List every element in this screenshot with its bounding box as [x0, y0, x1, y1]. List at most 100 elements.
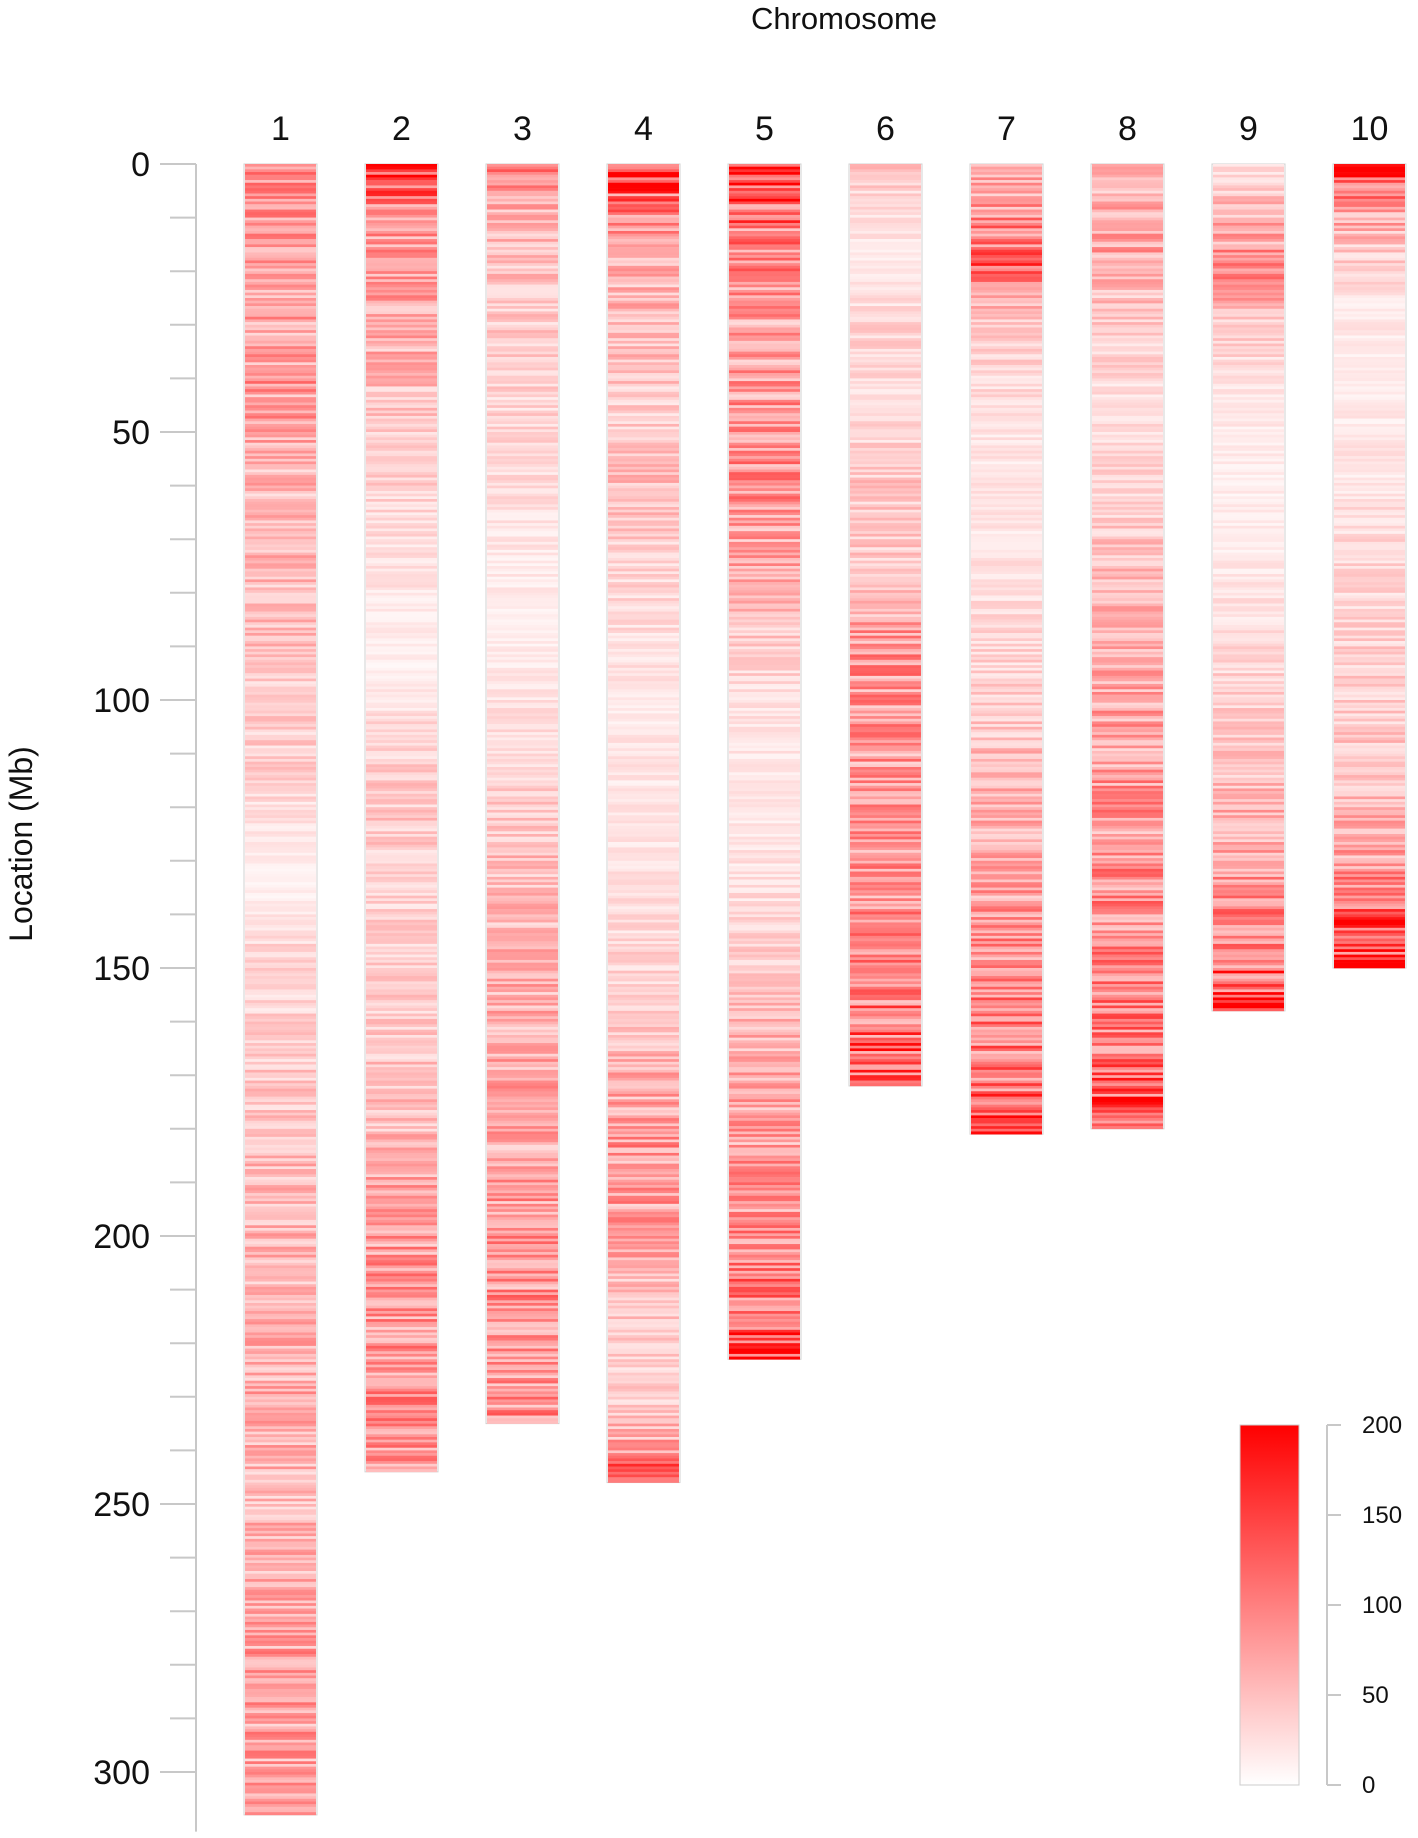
density-bin — [1213, 555, 1284, 559]
density-bin — [608, 611, 679, 615]
density-bin — [487, 557, 558, 561]
density-bin — [608, 1367, 679, 1371]
density-bin — [245, 212, 316, 216]
density-bin — [366, 1032, 437, 1036]
density-bin — [729, 1313, 800, 1317]
chromosome-label: 8 — [1118, 110, 1137, 148]
density-bin — [487, 740, 558, 744]
density-bin — [608, 858, 679, 862]
density-bin — [1334, 544, 1405, 548]
density-bin — [366, 984, 437, 988]
density-bin — [1092, 1067, 1163, 1071]
density-bin — [1334, 633, 1405, 636]
density-bin — [1334, 667, 1405, 671]
density-bin — [487, 1080, 558, 1084]
density-bin — [1334, 212, 1405, 216]
density-bin — [608, 686, 679, 690]
density-bin — [1092, 177, 1163, 181]
density-bin — [245, 523, 316, 527]
density-bin — [245, 499, 316, 502]
density-bin — [729, 1118, 800, 1122]
density-bin — [366, 665, 437, 669]
density-bin — [971, 657, 1042, 661]
density-bin — [971, 281, 1042, 285]
density-bin — [1334, 791, 1405, 795]
density-bin — [729, 289, 800, 293]
density-bin — [245, 402, 316, 406]
density-bin — [245, 1257, 316, 1261]
density-bin — [1334, 338, 1405, 342]
density-bin — [729, 322, 800, 326]
density-bin — [1092, 190, 1163, 194]
density-bin — [1334, 351, 1405, 355]
density-bin — [245, 767, 316, 770]
density-bin — [245, 324, 316, 328]
density-bin — [608, 1474, 679, 1478]
density-bin — [608, 635, 679, 639]
density-bin — [487, 943, 558, 947]
density-bin — [366, 180, 437, 184]
density-bin — [1092, 909, 1163, 913]
density-bin — [729, 225, 800, 229]
density-bin — [1213, 429, 1284, 433]
density-bin — [850, 600, 921, 604]
density-bin — [608, 531, 679, 535]
density-bin — [971, 742, 1042, 746]
density-bin — [729, 1064, 800, 1068]
density-bin — [850, 775, 921, 779]
density-bin — [850, 702, 921, 706]
density-bin — [487, 271, 558, 275]
density-bin — [245, 1471, 316, 1475]
density-bin — [971, 691, 1042, 695]
density-bin — [729, 356, 800, 360]
density-bin — [366, 1069, 437, 1073]
density-bin — [608, 1048, 679, 1052]
density-bin — [366, 850, 437, 854]
density-bin — [487, 678, 558, 682]
density-bin — [1213, 576, 1284, 580]
density-bin — [487, 1332, 558, 1336]
density-bin — [608, 501, 679, 505]
density-bin — [1092, 930, 1163, 934]
density-bin — [608, 638, 679, 642]
density-bin — [487, 1343, 558, 1347]
density-bin — [366, 1219, 437, 1223]
density-bin — [1213, 381, 1284, 385]
density-bin — [971, 825, 1042, 829]
density-bin — [245, 247, 316, 251]
density-bin — [1213, 860, 1284, 864]
density-bin — [1213, 528, 1284, 532]
density-bin — [608, 332, 679, 336]
density-bin — [1092, 316, 1163, 320]
density-bin — [850, 228, 921, 232]
density-bin — [608, 815, 679, 819]
density-bin — [1213, 330, 1284, 334]
density-bin — [850, 764, 921, 768]
density-bin — [608, 1018, 679, 1022]
density-bin — [1092, 279, 1163, 283]
density-bin — [729, 450, 800, 454]
density-bin — [1092, 499, 1163, 502]
density-bin — [971, 780, 1042, 784]
density-bin — [1334, 533, 1405, 537]
density-bin — [1334, 549, 1405, 553]
density-bin — [245, 292, 316, 296]
density-bin — [1213, 895, 1284, 899]
density-bin — [971, 496, 1042, 500]
density-bin — [1092, 959, 1163, 963]
density-bin — [366, 247, 437, 251]
density-bin — [487, 737, 558, 741]
chromosome-bar — [1211, 163, 1286, 1012]
density-bin — [487, 882, 558, 886]
density-bin — [608, 1244, 679, 1248]
density-bin — [1334, 507, 1405, 511]
density-bin — [366, 815, 437, 819]
density-bin — [850, 675, 921, 679]
density-bin — [487, 225, 558, 229]
density-bin — [608, 180, 679, 184]
density-bin — [245, 1093, 316, 1097]
density-bin — [1092, 1061, 1163, 1065]
density-bin — [971, 606, 1042, 610]
density-bin — [971, 418, 1042, 422]
density-bin — [1213, 1005, 1284, 1009]
